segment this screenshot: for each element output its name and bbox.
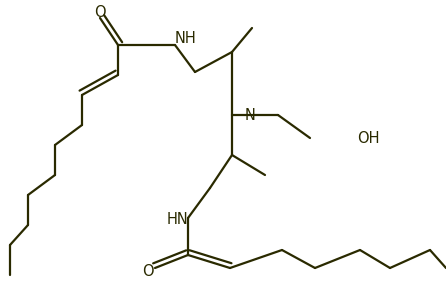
Text: N: N <box>244 108 256 123</box>
Text: O: O <box>142 265 154 280</box>
Text: HN: HN <box>167 213 189 228</box>
Text: OH: OH <box>357 131 379 146</box>
Text: NH: NH <box>174 31 196 46</box>
Text: O: O <box>94 4 106 19</box>
